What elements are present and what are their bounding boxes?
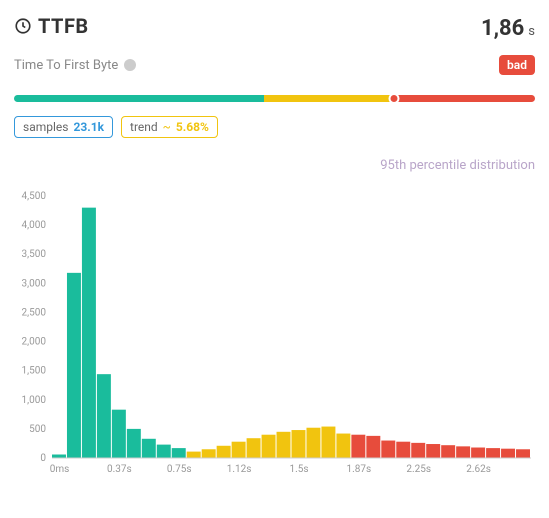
svg-text:2,000: 2,000 — [22, 337, 47, 348]
chip[interactable]: samples 23.1k — [14, 116, 113, 138]
svg-text:4,000: 4,000 — [22, 220, 47, 231]
histogram-bar — [486, 448, 500, 458]
metric-unit: s — [528, 24, 535, 39]
metric-title: TTFB — [38, 14, 89, 38]
range-marker — [389, 95, 400, 102]
histogram-bar — [381, 441, 395, 458]
svg-text:2.62s: 2.62s — [466, 464, 491, 475]
histogram-bar — [396, 442, 410, 458]
histogram-bar — [277, 432, 291, 458]
svg-text:2,500: 2,500 — [22, 307, 47, 318]
svg-text:3,000: 3,000 — [22, 278, 47, 289]
svg-text:1,500: 1,500 — [22, 366, 47, 377]
svg-text:0ms: 0ms — [50, 464, 70, 475]
svg-text:500: 500 — [29, 424, 46, 435]
status-badge: bad — [499, 55, 535, 75]
histogram-bar — [516, 449, 530, 458]
histogram-bar — [97, 374, 111, 458]
histogram-bar — [202, 449, 216, 458]
histogram-bar — [441, 445, 455, 458]
histogram-bar — [292, 430, 306, 458]
histogram-bar — [82, 208, 96, 458]
histogram-bar — [336, 434, 350, 458]
histogram-bar — [426, 444, 440, 458]
value-wrap: 1,86 s — [481, 16, 535, 41]
subtitle-text: Time To First Byte — [14, 58, 118, 73]
clock-icon — [14, 17, 32, 35]
chip[interactable]: trend ~5.68% — [121, 116, 218, 138]
svg-text:1.12s: 1.12s — [227, 464, 252, 475]
subtitle: Time To First Byte — [14, 58, 136, 73]
info-icon[interactable] — [124, 59, 136, 71]
histogram-bar — [232, 442, 246, 458]
histogram-bar — [501, 449, 515, 458]
subrow: Time To First Byte bad — [14, 55, 535, 75]
svg-text:0.75s: 0.75s — [167, 464, 192, 475]
histogram-bar — [366, 436, 380, 458]
svg-text:0.37s: 0.37s — [107, 464, 132, 475]
title-wrap: TTFB — [14, 14, 89, 38]
chart-title: 95th percentile distribution — [380, 158, 535, 173]
range-segment — [264, 95, 394, 102]
histogram-chart: 0 500 1,000 1,500 2,000 2,500 3,000 3,500 4,000 4… — [14, 158, 535, 488]
histogram-bar — [157, 445, 171, 458]
histogram-bar — [456, 446, 470, 458]
chip-label: samples — [23, 120, 68, 134]
chip-label: trend — [130, 120, 158, 134]
histogram-bar — [142, 439, 156, 458]
histogram-bar — [172, 448, 186, 458]
histogram-bar — [247, 438, 261, 458]
trend-icon: ~ — [163, 120, 171, 134]
header: TTFB 1,86 s — [14, 14, 535, 41]
histogram-bar — [112, 410, 126, 458]
histogram-bar — [187, 452, 201, 458]
chips-row: samples 23.1k trend ~5.68% — [14, 116, 535, 138]
histogram-bar — [411, 443, 425, 458]
range-segment — [14, 95, 264, 102]
histogram-bar — [321, 427, 335, 458]
chip-value: 5.68% — [176, 120, 209, 134]
metric-value: 1,86 — [481, 16, 524, 41]
svg-text:0: 0 — [40, 453, 46, 464]
range-bar — [14, 95, 535, 102]
svg-text:1.5s: 1.5s — [289, 464, 308, 475]
histogram-bar — [127, 429, 141, 458]
svg-text:1.87s: 1.87s — [347, 464, 372, 475]
range-segment — [394, 95, 535, 102]
histogram-bar — [262, 435, 276, 458]
histogram-bar — [351, 435, 365, 458]
histogram-bar — [471, 448, 485, 458]
svg-text:1,000: 1,000 — [22, 395, 47, 406]
svg-text:2.25s: 2.25s — [406, 464, 431, 475]
histogram-bar — [306, 428, 320, 458]
chip-value: 23.1k — [73, 120, 104, 134]
histogram-bar — [67, 273, 81, 458]
histogram-bar — [52, 455, 66, 458]
svg-text:4,500: 4,500 — [22, 191, 47, 202]
chart-area: 95th percentile distribution 0 500 1,000 1,… — [14, 158, 535, 488]
svg-text:3,500: 3,500 — [22, 249, 47, 260]
histogram-bar — [217, 446, 231, 458]
